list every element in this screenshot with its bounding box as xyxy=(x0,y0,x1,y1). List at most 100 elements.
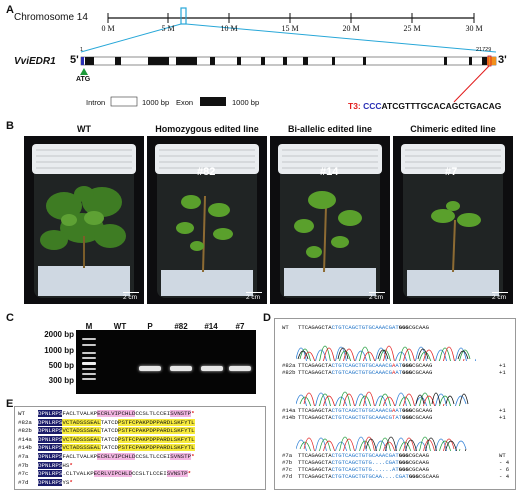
seq-7a: #7a TTCAGAGCTACTGTCAGCTGTGCAAACGATGGGCGCA… xyxy=(282,452,429,459)
panel-label-e: E xyxy=(6,398,14,410)
panel-label-d: D xyxy=(263,312,271,324)
alignment-name: #14a xyxy=(18,435,32,443)
scale-bar xyxy=(369,292,385,293)
alignment-row: #82b DPNLRPSVCTADSSSEALTATCDPSTFCPAKPDPPA… xyxy=(18,427,195,435)
alignment-star: * xyxy=(187,470,192,478)
tick-label: 15 M xyxy=(281,24,299,33)
tick-label: 20 M xyxy=(342,24,360,33)
exon-legend-box xyxy=(200,97,226,106)
photo-7 xyxy=(393,136,513,304)
alignment-c: TATCD xyxy=(100,435,119,443)
ladder-label: 1000 bp xyxy=(44,346,74,355)
chromatogram-7 xyxy=(296,436,467,451)
five-prime: 5' xyxy=(70,54,79,66)
alignment-c: ECRLVI xyxy=(97,453,119,460)
ladder-label: 500 bp xyxy=(48,361,74,370)
photo-82 xyxy=(147,136,267,304)
alignment-f: SVNSTP xyxy=(166,470,188,478)
alignment-b: FACLTVALKP xyxy=(62,410,98,417)
alignment-star: * xyxy=(69,461,73,469)
lane-label: WT xyxy=(113,322,127,331)
alignment-d: PSTFCPAKPDPPARDL xyxy=(118,444,174,452)
lane-label: #14 xyxy=(204,322,218,331)
scale-bar xyxy=(492,292,508,293)
alignment-row: #7b DPNLRPSHS* xyxy=(18,461,73,469)
alignment-d: PSTFCPAKPDPPARDL xyxy=(118,418,174,426)
tick-label: 10 M xyxy=(220,24,238,33)
t3-pointer xyxy=(453,65,490,103)
alignment-name: #7d xyxy=(18,478,29,486)
alignment-d: PCHLD xyxy=(118,410,136,417)
utr5 xyxy=(81,57,84,65)
alignment-b: FACLTVALKP xyxy=(62,453,98,460)
alignment-e: CCSLTLCCEI xyxy=(131,470,167,478)
alignment-b: VCTADSSSEAL xyxy=(62,418,101,426)
exons xyxy=(85,57,487,65)
alignment-star: * xyxy=(191,410,195,417)
alignment-e: SKFYTL xyxy=(173,427,195,435)
alignment-name: WT xyxy=(18,410,25,417)
alignment-f: SVNSTP xyxy=(170,410,192,417)
alignment-b: VCTADSSSEAL xyxy=(62,435,101,443)
alignment-row: #82a DPNLRPSVCTADSSSEALTATCDPSTFCPAKPDPPA… xyxy=(18,418,195,426)
alignment-e: SKFYTL xyxy=(173,418,195,426)
gene-body xyxy=(80,56,497,66)
seq-82b: #82b TTCAGAGCTACTGTCAGCTGTGCAAACGAATGGGCG… xyxy=(282,369,433,376)
zoom-line-right xyxy=(185,23,497,53)
photo-wt xyxy=(24,136,144,304)
alignment-c: TATCD xyxy=(100,444,119,452)
lane-label: #7 xyxy=(235,322,245,331)
scale-label: 2 cm xyxy=(246,294,261,301)
alignment-name: #7b xyxy=(18,461,29,469)
alignment-name: #7a xyxy=(18,453,29,460)
gene-name: VviEDR1 xyxy=(14,56,56,67)
seq-82a: #82a TTCAGAGCTACTGTCAGCTGTGCAAACGAATGGGCG… xyxy=(282,362,433,369)
alignment-a: DPNLRPS xyxy=(38,435,63,443)
seq-7c: #7c TTCAGAGCTACTGTCAGCTGTG......ATGGGCGCA… xyxy=(282,466,429,473)
alignment-star: * xyxy=(191,453,195,460)
t3-seq: ATCGTTTGCACAGCTGACAG xyxy=(381,101,502,111)
alignment-e: SKFYTL xyxy=(173,435,195,443)
chromatogram-82 xyxy=(296,345,476,361)
lane-label: P xyxy=(147,322,153,331)
panel-label-c: C xyxy=(6,312,14,324)
alignment-name: #82b xyxy=(18,427,32,435)
alignment-a: DPNLRPS xyxy=(38,461,63,469)
alignment-row: #7d DPNLRPSYS* xyxy=(18,478,73,486)
line-id-14: #14 xyxy=(320,166,339,178)
scale-bar xyxy=(123,292,139,293)
alignment-row: #14b DPNLRPSVCTADSSSEALTATCDPSTFCPAKPDPPA… xyxy=(18,444,195,452)
alignment-a: DPNLRPS xyxy=(38,478,63,486)
panel-label-a: A xyxy=(6,4,14,16)
photo-title-biallelic: Bi-allelic edited line xyxy=(287,124,373,134)
locus-marker xyxy=(180,7,187,25)
alignment-b: .CLTVALKP xyxy=(62,470,94,478)
scale-label: 2 cm xyxy=(492,294,507,301)
photo-title-chimeric: Chimeric edited line xyxy=(410,124,496,134)
seq-14b: #14b TTCAGAGCTACTGTCAGCTGTGCAAACGTATGGGCG… xyxy=(282,414,433,421)
intron-legend-box xyxy=(110,96,138,107)
ladder-label: 2000 bp xyxy=(44,330,74,339)
tick-label: 25 M xyxy=(403,24,421,33)
indel-14b: +1 xyxy=(499,414,506,421)
t3-target-sequence: T3: CCCATCGTTTGCACAGCTGACAG xyxy=(348,101,501,111)
seq-14a: #14a TTCAGAGCTACTGTCAGCTGTGCAAACGAATGGGCG… xyxy=(282,407,433,414)
alignment-e: SKFYTL xyxy=(173,444,195,452)
seq-7b: #7b TTCAGAGCTACTGTCAGCTGTG....CGATGGGCGCA… xyxy=(282,459,429,466)
indel-14a: +1 xyxy=(499,407,506,414)
alignment-c: ECRLVI xyxy=(93,470,115,478)
utr3 xyxy=(487,57,496,65)
axis-ticks xyxy=(107,13,475,23)
alignment-d: PCHLD xyxy=(114,470,132,478)
intron-legend-size: 1000 bp xyxy=(142,98,170,107)
gel-image xyxy=(76,330,256,394)
photo-title-wt: WT xyxy=(77,124,91,134)
indel-82b: +1 xyxy=(499,369,506,376)
exon-legend-size: 1000 bp xyxy=(232,98,260,107)
alignment-a: DPNLRPS xyxy=(38,427,63,435)
line-id-7: #7 xyxy=(445,166,458,178)
indel-7d: - 4 xyxy=(499,473,510,480)
three-prime: 3' xyxy=(498,54,507,66)
indel-82a: +1 xyxy=(499,362,506,369)
alignment-b: YS xyxy=(62,478,70,486)
